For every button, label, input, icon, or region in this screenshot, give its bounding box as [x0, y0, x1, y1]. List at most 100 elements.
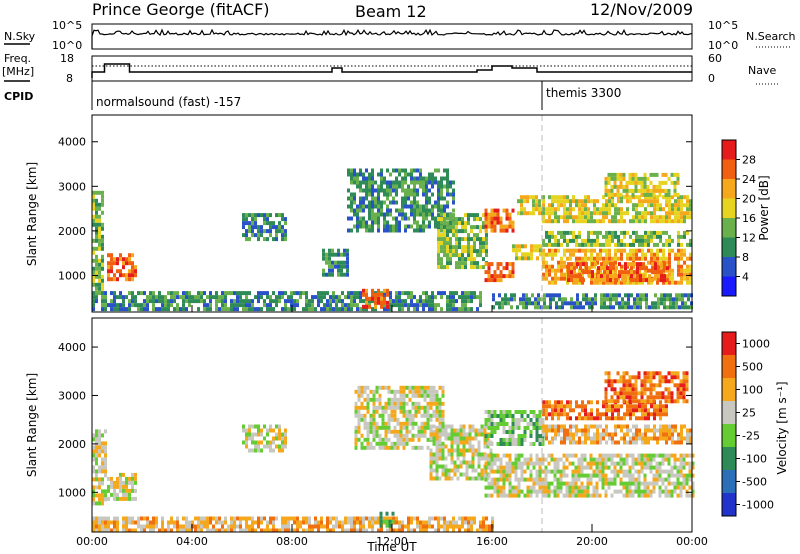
- velocity-cell: [408, 421, 412, 426]
- velocity-cell: [92, 501, 95, 506]
- velocity-cell: [390, 429, 394, 434]
- velocity-cell: [173, 520, 176, 525]
- power-cell: [203, 307, 206, 312]
- velocity-cell: [628, 391, 632, 396]
- power-cell: [525, 301, 528, 306]
- velocity-cell: [604, 371, 608, 376]
- power-cell: [644, 268, 647, 273]
- velocity-cell: [574, 489, 578, 494]
- velocity-cell: [643, 399, 647, 404]
- power-cell: [272, 221, 275, 226]
- power-cell: [371, 184, 374, 189]
- power-cell: [614, 260, 617, 265]
- velocity-cell: [390, 397, 394, 402]
- power-cell: [603, 266, 606, 271]
- velocity-cell: [429, 436, 433, 441]
- power-cell: [605, 260, 608, 265]
- velocity-cell: [529, 457, 533, 462]
- velocity-cell: [529, 461, 533, 466]
- power-cell: [566, 219, 569, 224]
- velocity-cell: [673, 481, 677, 486]
- power-cell: [484, 220, 488, 225]
- power-cell: [563, 252, 566, 257]
- velocity-cell: [661, 457, 665, 462]
- velocity-cell: [484, 438, 488, 442]
- velocity-cell: [390, 405, 394, 410]
- velocity-cell: [631, 457, 635, 462]
- power-cell: [677, 203, 680, 208]
- velocity-cell: [456, 428, 460, 433]
- velocity-cell: [652, 485, 656, 490]
- velocity-cell: [620, 416, 623, 421]
- velocity-cell: [514, 438, 518, 442]
- power-cell: [606, 274, 609, 279]
- power-cell: [587, 256, 590, 261]
- velocity-cell: [499, 477, 503, 482]
- power-cell: [452, 225, 455, 230]
- power-cell: [570, 278, 573, 283]
- velocity-cell: [650, 428, 653, 433]
- power-cell: [632, 219, 635, 224]
- power-cell: [630, 266, 633, 271]
- power-cell: [371, 296, 374, 301]
- velocity-cell: [396, 405, 400, 410]
- power-cell: [570, 274, 573, 279]
- power-cell: [392, 228, 395, 233]
- velocity-cell: [490, 493, 494, 498]
- velocity-cell: [432, 429, 436, 434]
- power-cell: [490, 216, 494, 221]
- power-cell: [101, 210, 104, 215]
- power-cell: [482, 237, 485, 242]
- power-cell: [479, 245, 482, 250]
- velocity-cell: [658, 383, 662, 388]
- power-cell: [359, 291, 362, 296]
- velocity-cell: [344, 528, 347, 533]
- velocity-cell: [599, 432, 602, 437]
- velocity-cell: [604, 395, 608, 400]
- power-cell: [569, 256, 572, 261]
- velocity-cell: [447, 424, 451, 429]
- power-cell: [155, 295, 158, 300]
- velocity-cell: [667, 461, 671, 466]
- power-cell: [629, 195, 632, 200]
- power-cell: [674, 252, 677, 257]
- power-cell: [588, 301, 591, 306]
- velocity-cell: [566, 436, 569, 441]
- power-cell: [410, 180, 413, 185]
- velocity-cell: [577, 469, 581, 474]
- power-cell: [532, 199, 535, 204]
- velocity-cell: [526, 489, 530, 494]
- power-cell: [617, 234, 620, 239]
- power-cell: [221, 303, 224, 308]
- velocity-cell: [366, 433, 370, 438]
- power-cell: [389, 180, 392, 185]
- power-cell: [581, 219, 584, 224]
- power-cell: [614, 252, 617, 257]
- velocity-cell: [659, 428, 662, 433]
- velocity-cell: [691, 493, 695, 498]
- power-cell: [542, 242, 545, 247]
- velocity-cell: [601, 477, 605, 482]
- power-cell: [485, 237, 488, 242]
- velocity-cell: [643, 371, 647, 376]
- velocity-cell: [257, 516, 260, 521]
- velocity-cell: [363, 405, 367, 410]
- velocity-cell: [622, 481, 626, 486]
- power-cell: [443, 249, 446, 254]
- power-cell: [659, 219, 662, 224]
- power-cell: [683, 211, 686, 216]
- power-cell: [371, 188, 374, 193]
- velocity-cell: [101, 524, 104, 529]
- power-cell: [389, 208, 392, 213]
- power-cell: [386, 228, 389, 233]
- velocity-cell: [206, 516, 209, 521]
- velocity-cell: [215, 520, 218, 525]
- velocity-cell: [435, 460, 439, 465]
- power-cell: [248, 221, 251, 226]
- velocity-cell: [584, 408, 587, 413]
- velocity-cell: [652, 375, 656, 380]
- velocity-cell: [485, 516, 488, 521]
- velocity-cell: [631, 489, 635, 494]
- velocity-cell: [366, 409, 370, 414]
- velocity-cell: [104, 457, 107, 462]
